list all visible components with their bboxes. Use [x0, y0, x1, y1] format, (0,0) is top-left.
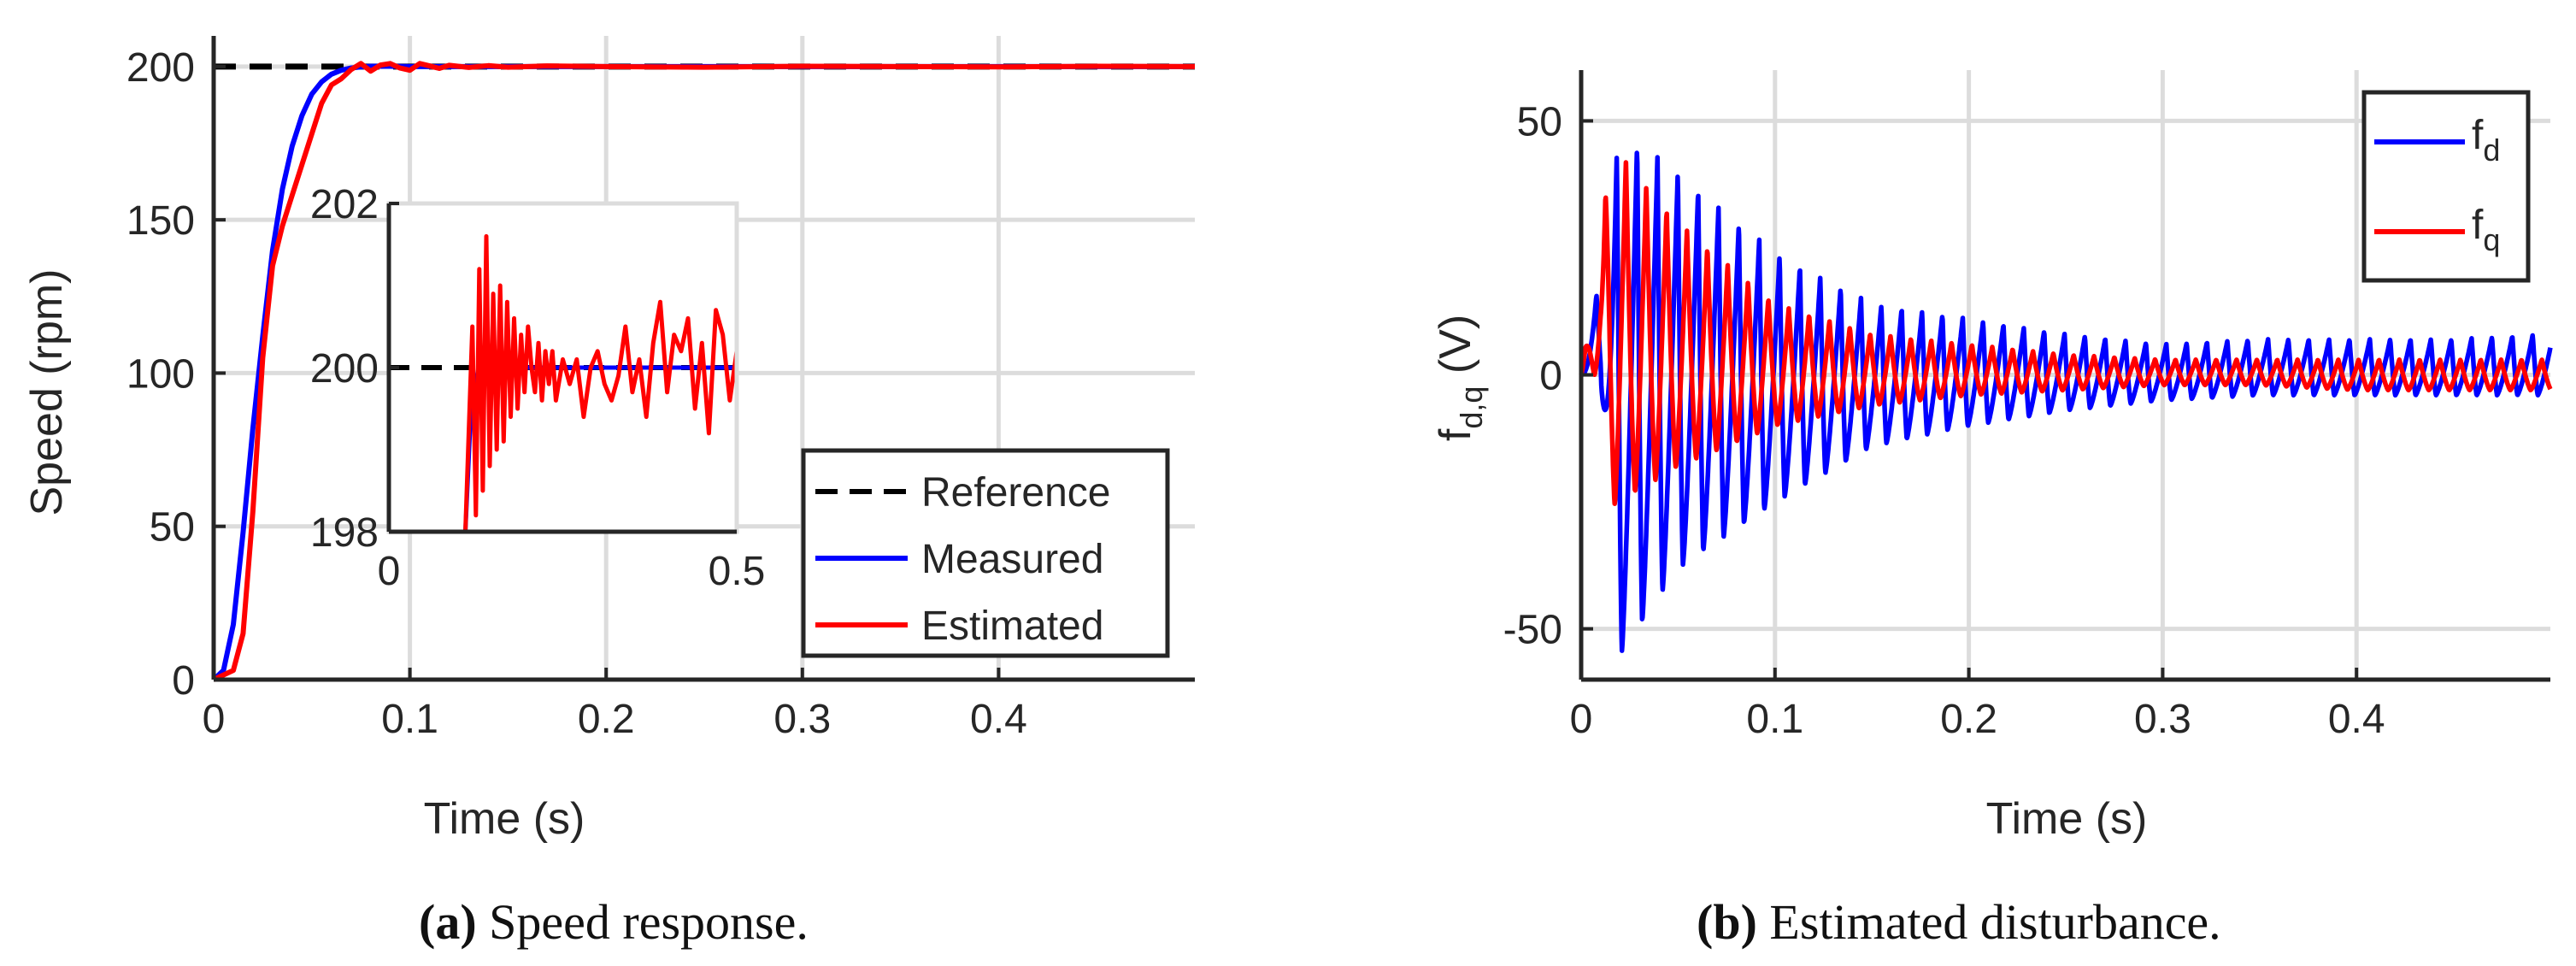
caption-text-b: Estimated disturbance. — [1769, 894, 2221, 950]
inset-x-tick-label: 0 — [378, 549, 401, 594]
y-tick-labels: -50 0 50 — [1503, 99, 1562, 652]
svg-text:fd,q (V): fd,q (V) — [1431, 315, 1489, 441]
speed-response-chart: 0 0.1 0.2 0.3 0.4 0 50 100 150 200 Time (s) Spee… — [22, 36, 1196, 844]
y-tick-label: 0 — [1539, 354, 1562, 399]
y-tick-label: 50 — [150, 505, 195, 551]
x-tick-label: 0.4 — [970, 697, 1027, 742]
inset-y-tick-label: 198 — [310, 510, 379, 556]
legend-label-estimated: Estimated — [921, 604, 1103, 649]
x-tick-label: 0.1 — [1746, 697, 1803, 742]
series-fq-line — [1579, 160, 2553, 506]
y-tick-label: 50 — [1517, 99, 1562, 144]
legend-label-fd: fd — [2472, 113, 2500, 168]
inset-zoom-plot: 198 200 202 0 0.5 — [310, 182, 765, 594]
y-tick-label: 150 — [126, 198, 195, 244]
series-lines — [1579, 150, 2553, 653]
x-tick-label: 0.2 — [1940, 697, 1997, 742]
inset-x-tick-label: 0.5 — [709, 549, 766, 594]
y-tick-labels: 0 50 100 150 200 — [126, 45, 195, 704]
caption-text-a: Speed response. — [489, 894, 809, 950]
legend-label-fq: fq — [2472, 203, 2500, 257]
panel-label-a: (a) — [419, 894, 477, 950]
inset-y-tick-label: 202 — [310, 182, 379, 227]
legend: Reference Measured Estimated — [801, 448, 1170, 658]
legend: fd fq — [2361, 90, 2531, 283]
y-axis-label: fd,q (V) — [1431, 315, 1489, 441]
x-axis-label: Time (s) — [1986, 794, 2148, 844]
series-lines — [211, 61, 1196, 682]
x-tick-label: 0.2 — [578, 697, 635, 742]
legend-box — [2361, 90, 2531, 283]
x-axis-label: Time (s) — [424, 794, 585, 844]
y-tick-label: 0 — [172, 658, 195, 704]
x-tick-label: 0.1 — [381, 697, 438, 742]
y-axis-label: Speed (rpm) — [22, 269, 72, 516]
series-fd-line — [1579, 150, 2553, 653]
inset-estimated-line — [458, 233, 739, 534]
x-tick-label: 0 — [1570, 697, 1593, 742]
y-tick-label: 200 — [126, 45, 195, 91]
series-estimated-line — [212, 61, 1196, 682]
x-tick-label: 0.3 — [773, 697, 831, 742]
x-tick-label: 0.4 — [2328, 697, 2385, 742]
axes — [1579, 70, 2550, 682]
caption-b: (b) Estimated disturbance. — [1697, 893, 2221, 951]
legend-box — [801, 448, 1170, 658]
legend-label-reference: Reference — [921, 470, 1110, 515]
panel-label-b: (b) — [1697, 894, 1757, 950]
x-tick-label: 0.3 — [2134, 697, 2191, 742]
y-tick-label: 100 — [126, 351, 195, 397]
axes — [211, 36, 1195, 682]
inset-y-tick-label: 200 — [310, 346, 379, 392]
legend-label-measured: Measured — [921, 537, 1103, 582]
x-tick-labels: 0 0.1 0.2 0.3 0.4 — [203, 697, 1027, 742]
x-tick-label: 0 — [203, 697, 226, 742]
y-tick-label: -50 — [1503, 608, 1562, 653]
x-tick-labels: 0 0.1 0.2 0.3 0.4 — [1570, 697, 2385, 742]
caption-a: (a) Speed response. — [419, 893, 809, 951]
